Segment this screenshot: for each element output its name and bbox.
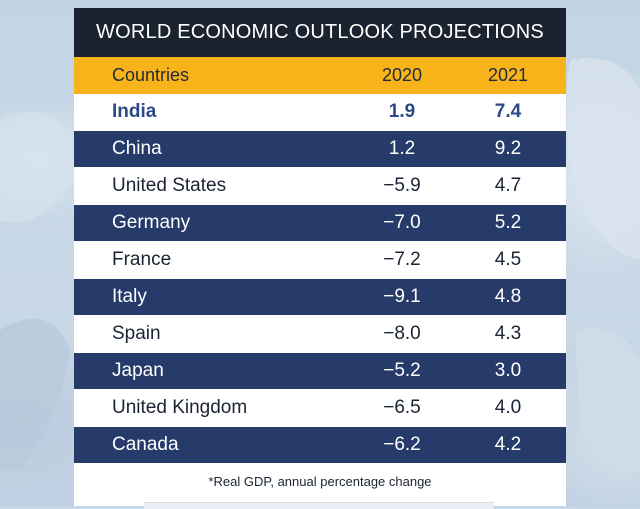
- cell-2020: −6.5: [383, 397, 421, 418]
- cell-2020: −5.9: [383, 175, 421, 196]
- cell-2020: −5.2: [383, 360, 421, 381]
- cell-2021: 7.4: [494, 101, 522, 122]
- table-row: Germany −7.0 5.2: [74, 205, 566, 241]
- table-row: Spain −8.0 4.3: [74, 316, 566, 352]
- cell-2020: −9.1: [383, 286, 421, 307]
- cell-2021: 5.2: [494, 212, 522, 233]
- cell-country: Italy: [112, 286, 147, 307]
- cell-country: Germany: [112, 212, 191, 233]
- table-row: India 1.9 7.4: [74, 94, 566, 130]
- cell-2020: −8.0: [383, 323, 421, 344]
- table-row: China 1.2 9.2: [74, 131, 566, 167]
- cell-country: France: [112, 249, 172, 270]
- table-header-row: Countries 2020 2021: [74, 57, 566, 94]
- cell-2021: 9.2: [494, 138, 522, 159]
- cell-2020: −7.0: [383, 212, 421, 233]
- cell-2021: 4.0: [494, 397, 522, 418]
- cell-country: United States: [112, 175, 227, 196]
- cell-country: Japan: [112, 360, 164, 381]
- cell-country: China: [112, 138, 162, 159]
- cell-country: Spain: [112, 323, 161, 344]
- cell-2021: 4.7: [494, 175, 522, 196]
- cell-2021: 4.3: [494, 323, 522, 344]
- cell-country: Canada: [112, 434, 179, 455]
- footnote: *Real GDP, annual percentage change: [208, 473, 432, 489]
- cell-2021: 4.5: [494, 249, 522, 270]
- cell-2020: −7.2: [383, 249, 421, 270]
- table-row: Italy −9.1 4.8: [74, 279, 566, 315]
- cell-2021: 4.8: [494, 286, 522, 307]
- table-row: United Kingdom −6.5 4.0: [74, 390, 566, 426]
- table-row: Canada −6.2 4.2: [74, 427, 566, 463]
- header-countries: Countries: [112, 65, 190, 85]
- cell-2020: 1.9: [388, 101, 416, 122]
- cell-country: India: [112, 101, 157, 122]
- table-title: WORLD ECONOMIC OUTLOOK PROJECTIONS: [74, 8, 566, 57]
- cell-2020: −6.2: [383, 434, 421, 455]
- cell-2021: 4.2: [494, 434, 522, 455]
- header-2020: 2020: [381, 65, 423, 85]
- table-row: United States −5.9 4.7: [74, 168, 566, 204]
- projections-table-card: WORLD ECONOMIC OUTLOOK PROJECTIONS Count…: [74, 8, 566, 509]
- table-row: France −7.2 4.5: [74, 242, 566, 278]
- cell-2020: 1.2: [388, 138, 416, 159]
- cell-2021: 3.0: [494, 360, 522, 381]
- table-row: Japan −5.2 3.0: [74, 353, 566, 389]
- cell-country: United Kingdom: [112, 397, 248, 418]
- header-2021: 2021: [487, 65, 529, 85]
